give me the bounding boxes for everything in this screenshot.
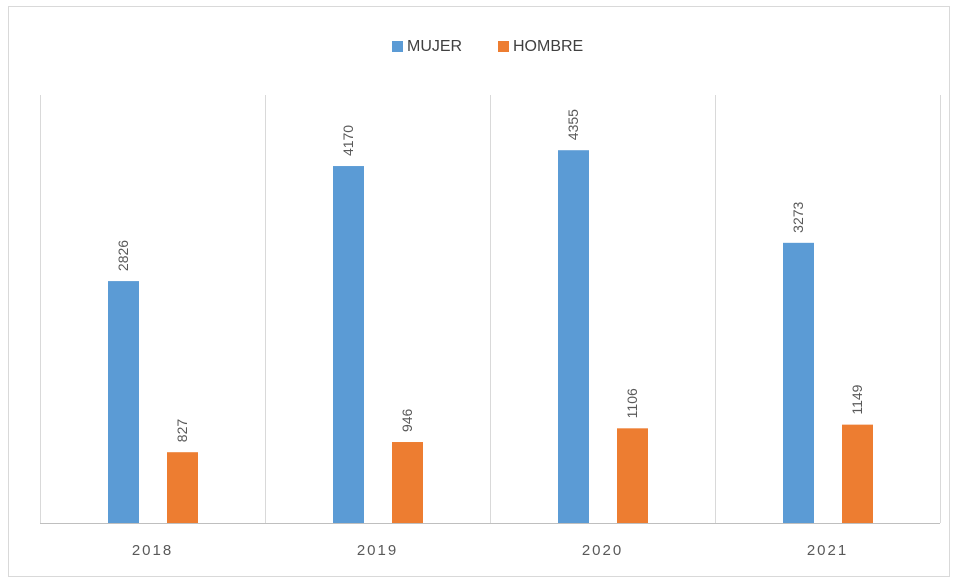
data-label: 4355 — [565, 109, 581, 140]
legend-swatch — [392, 41, 403, 52]
data-label: 1106 — [624, 388, 640, 418]
data-label: 827 — [174, 419, 190, 443]
data-label: 3273 — [790, 201, 806, 232]
bar — [108, 281, 139, 523]
data-label: 2826 — [115, 240, 131, 271]
bar — [617, 428, 648, 523]
legend-swatch — [498, 41, 509, 52]
legend-label: HOMBRE — [513, 38, 583, 55]
x-tick-label: 2018 — [132, 542, 173, 559]
bar — [783, 242, 814, 523]
bar — [392, 442, 423, 523]
data-label: 1149 — [849, 384, 865, 414]
x-tick-label: 2020 — [582, 542, 623, 559]
bar — [167, 452, 198, 523]
legend-label: MUJER — [407, 38, 462, 55]
bar — [333, 166, 364, 523]
bar — [842, 424, 873, 523]
data-label: 4170 — [340, 125, 356, 156]
bar — [558, 150, 589, 523]
x-tick-label: 2021 — [807, 542, 848, 559]
data-label: 946 — [399, 408, 415, 432]
x-tick-label: 2019 — [357, 542, 398, 559]
